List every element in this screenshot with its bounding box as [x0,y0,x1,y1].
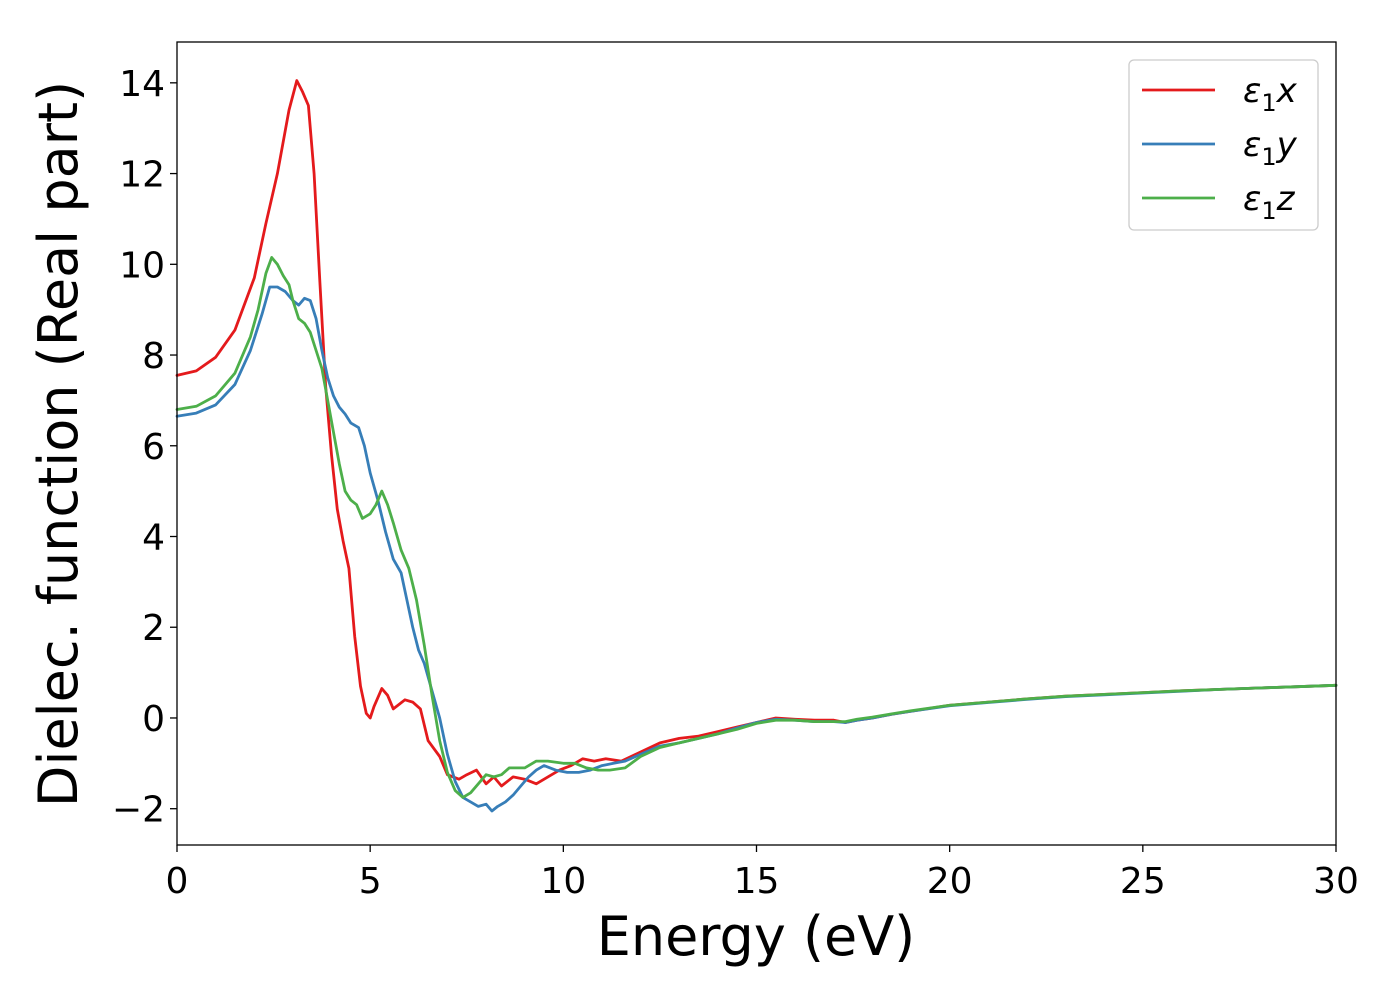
y-tick-label: 4 [142,518,165,559]
y-tick-label: 10 [119,245,165,286]
y-tick-label: 8 [142,336,165,377]
y-tick-label: 0 [142,699,165,740]
y-tick-label: 6 [142,427,165,468]
series-lines [175,79,1338,813]
legend-label-x: ε1x [1243,71,1298,117]
x-tick-label: 20 [927,861,973,902]
x-tick-label: 0 [166,861,189,902]
series-line-z [175,256,1338,799]
y-tick-label: −2 [112,790,165,831]
x-axis-title: Energy (eV) [597,905,916,968]
y-tick-label: 14 [119,64,165,105]
x-axis: 0 5 10 15 20 25 30 [166,845,1359,902]
y-tick-label: 12 [119,155,165,196]
x-tick-label: 5 [359,861,382,902]
x-tick-label: 10 [540,861,586,902]
y-axis: −2 0 2 4 6 8 10 12 14 [112,64,177,831]
x-tick-label: 15 [734,861,780,902]
y-axis-title: Dielec. function (Real part) [27,81,90,807]
legend-box [1128,59,1319,231]
x-tick-label: 30 [1313,861,1359,902]
y-tick-label: 2 [142,608,165,649]
x-tick-label: 25 [1120,861,1166,902]
